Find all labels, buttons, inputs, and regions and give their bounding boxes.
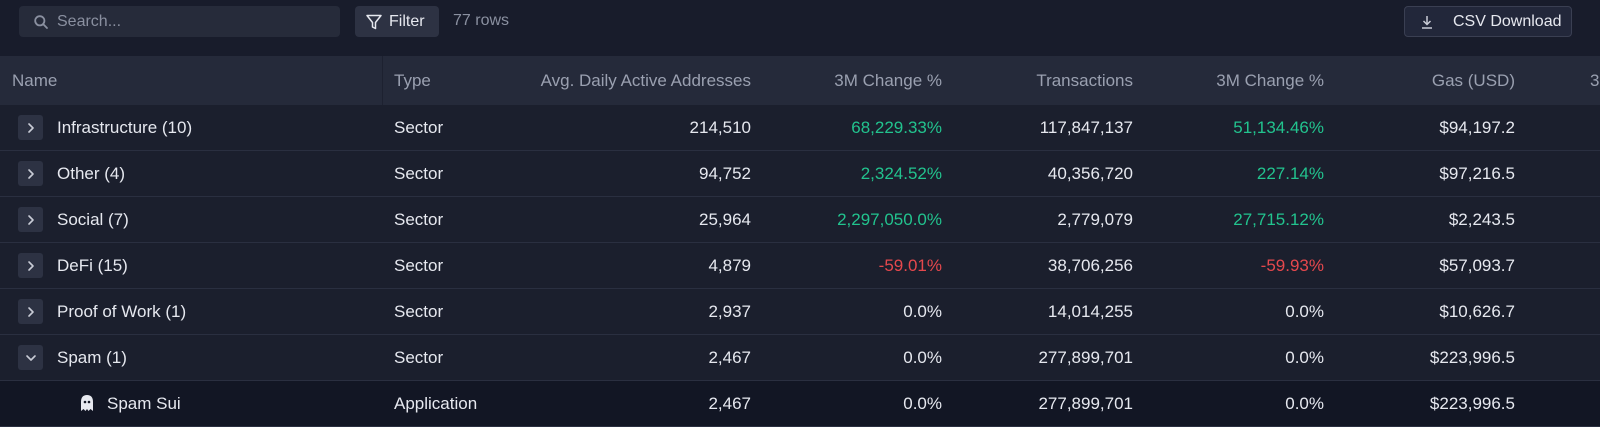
type-cell: Sector [394, 256, 444, 275]
download-icon [1422, 15, 1432, 29]
name-cell[interactable]: Spam Sui [107, 394, 181, 413]
tx-change-cell: -59.93% [1260, 256, 1324, 275]
column-header-daa[interactable]: Avg. Daily Active Addresses [540, 71, 751, 90]
table-row[interactable]: Other (4) Sector 94,752 2,324.52% 40,356,720… [0, 151, 1600, 197]
daa-cell: 94,752 [699, 164, 751, 183]
table-header: Name Type Avg. Daily Active Addresses 3M… [0, 56, 1600, 105]
search-input[interactable] [57, 12, 327, 31]
table-row[interactable]: Infrastructure (10) Sector 214,510 68,229.3… [0, 105, 1600, 151]
column-header-type[interactable]: Type [394, 71, 431, 90]
daa-change-cell: 0.0% [903, 394, 942, 413]
chevron-down-icon [25, 354, 36, 361]
column-header-tx-change[interactable]: 3M Change % [1216, 71, 1324, 90]
expand-button[interactable] [18, 253, 43, 278]
data-table: Name Type Avg. Daily Active Addresses 3M… [0, 56, 1600, 427]
gas-cell: $2,243.5 [1448, 210, 1515, 229]
chevron-right-icon [27, 260, 34, 271]
transactions-cell: 277,899,701 [1038, 394, 1133, 413]
table-body: Infrastructure (10) Sector 214,510 68,229.3… [0, 105, 1600, 427]
gas-cell: $94,197.2 [1439, 118, 1515, 137]
table-row[interactable]: DeFi (15) Sector 4,879 -59.01% 38,706,256 -59… [0, 243, 1600, 289]
name-cell[interactable]: DeFi (15) [57, 256, 128, 275]
type-cell: Sector [394, 210, 444, 229]
transactions-cell: 117,847,137 [1039, 118, 1133, 137]
csv-label: CSV Download [1453, 12, 1562, 30]
daa-change-cell: 0.0% [903, 348, 942, 367]
csv-download-button[interactable]: CSV Download [1404, 6, 1572, 37]
transactions-cell: 40,356,720 [1047, 164, 1133, 183]
table-row-child[interactable]: Spam Sui Application 2,467 0.0% 277,899,701 0… [0, 381, 1600, 427]
daa-cell: 2,467 [708, 348, 751, 367]
table-row[interactable]: Spam (1) Sector 2,467 0.0% 277,899,701 0.0% $2… [0, 335, 1600, 381]
transactions-cell: 277,899,701 [1038, 348, 1133, 367]
gas-cell: $97,216.5 [1439, 164, 1515, 183]
daa-cell: 214,510 [689, 118, 751, 137]
transactions-cell: 2,779,079 [1057, 210, 1133, 229]
ghost-icon [80, 394, 94, 412]
expand-button[interactable] [18, 299, 43, 324]
daa-change-cell: -59.01% [878, 256, 942, 275]
gas-cell: $57,093.7 [1439, 256, 1515, 275]
column-header-name[interactable]: Name [0, 56, 383, 105]
filter-label: Filter [389, 12, 425, 30]
tx-change-cell: 51,134.46% [1233, 118, 1324, 137]
transactions-cell: 38,706,256 [1047, 256, 1133, 275]
row-count: 77 rows [453, 12, 510, 29]
name-cell[interactable]: Proof of Work (1) [57, 302, 187, 321]
type-cell: Sector [394, 118, 444, 137]
tx-change-cell: 27,715.12% [1233, 210, 1324, 229]
type-cell: Sector [394, 164, 444, 183]
daa-cell: 25,964 [699, 210, 751, 229]
search-box[interactable] [19, 6, 340, 37]
chevron-right-icon [27, 168, 34, 179]
daa-cell: 4,879 [708, 256, 751, 275]
daa-change-cell: 2,324.52% [860, 164, 942, 183]
expand-button[interactable] [18, 161, 43, 186]
name-cell[interactable]: Social (7) [57, 210, 129, 229]
column-header-transactions[interactable]: Transactions [1036, 71, 1133, 90]
gas-cell: $10,626.7 [1439, 302, 1515, 321]
daa-cell: 2,937 [708, 302, 751, 321]
chevron-right-icon [27, 306, 34, 317]
expand-button[interactable] [18, 115, 43, 140]
column-header-gas[interactable]: Gas (USD) [1431, 71, 1515, 90]
chevron-right-icon [27, 214, 34, 225]
daa-change-cell: 2,297,050.0% [837, 210, 942, 229]
name-cell[interactable]: Other (4) [57, 164, 126, 183]
table-row[interactable]: Social (7) Sector 25,964 2,297,050.0% 2,779,… [0, 197, 1600, 243]
column-header-overflow[interactable]: 3 [1590, 71, 1600, 90]
name-cell[interactable]: Infrastructure (10) [57, 118, 193, 137]
tx-change-cell: 0.0% [1285, 394, 1324, 413]
daa-change-cell: 68,229.33% [851, 118, 942, 137]
expand-button[interactable] [18, 207, 43, 232]
chevron-right-icon [27, 122, 34, 133]
type-cell: Application [394, 394, 478, 413]
table-toolbar: Filter 77 rows CSV Download [0, 0, 1600, 56]
column-header-daa-change[interactable]: 3M Change % [834, 71, 942, 90]
name-cell[interactable]: Spam (1) [57, 348, 127, 367]
daa-cell: 2,467 [708, 394, 751, 413]
gas-cell: $223,996.5 [1429, 348, 1515, 367]
transactions-cell: 14,014,255 [1047, 302, 1133, 321]
table-row[interactable]: Proof of Work (1) Sector 2,937 0.0% 14,014,2… [0, 289, 1600, 335]
daa-change-cell: 0.0% [903, 302, 942, 321]
tx-change-cell: 227.14% [1256, 164, 1324, 183]
search-icon [34, 14, 48, 29]
filter-button[interactable]: Filter [355, 6, 439, 37]
type-cell: Sector [394, 302, 444, 321]
gas-cell: $223,996.5 [1429, 394, 1515, 413]
tx-change-cell: 0.0% [1285, 302, 1324, 321]
type-cell: Sector [394, 348, 444, 367]
tx-change-cell: 0.0% [1285, 348, 1324, 367]
expand-button[interactable] [18, 345, 43, 370]
filter-icon [366, 14, 382, 29]
